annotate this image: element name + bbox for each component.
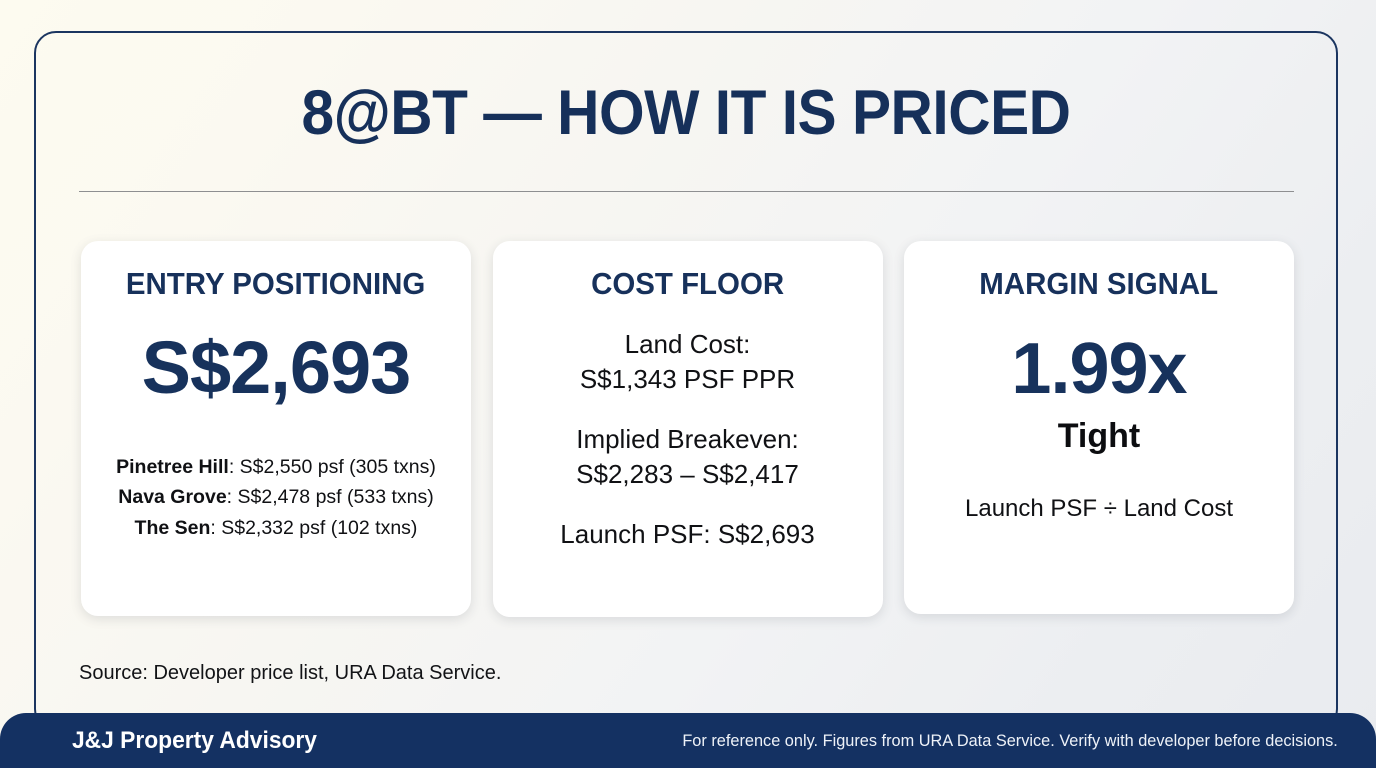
card-entry-heading: ENTRY POSITIONING <box>126 266 426 301</box>
title-divider <box>79 191 1294 192</box>
cost-row-launch-psf: Launch PSF: S$2,693 <box>560 517 814 552</box>
comparables-list: Pinetree Hill: S$2,550 psf (305 txns) Na… <box>116 452 436 543</box>
footer-disclaimer: For reference only. Figures from URA Dat… <box>682 730 1338 750</box>
comparable-detail: : S$2,550 psf (305 txns) <box>228 456 436 479</box>
cost-row-implied-breakeven: Implied Breakeven: S$2,283 – S$2,417 <box>560 422 814 491</box>
comparable-name: Pinetree Hill <box>116 456 229 479</box>
margin-ratio-label: Tight <box>1057 417 1141 456</box>
comparable-name: The Sen <box>134 516 211 539</box>
card-entry-headline-value: S$2,693 <box>141 326 412 410</box>
margin-ratio-value: 1.99x <box>1011 329 1187 410</box>
card-cost-floor: COST FLOOR Land Cost: S$1,343 PSF PPR Im… <box>492 241 883 617</box>
card-margin-heading: MARGIN SIGNAL <box>979 266 1219 301</box>
card-cost-heading: COST FLOOR <box>590 266 785 301</box>
metric-cards-row: ENTRY POSITIONING S$2,693 Pinetree Hill:… <box>81 241 1294 619</box>
page-title: 8@BT — HOW IT IS PRICED <box>301 78 1071 148</box>
cost-row-label: Implied Breakeven: <box>576 424 799 455</box>
list-item: Nava Grove: S$2,478 psf (533 txns) <box>116 482 436 512</box>
brand-name: J&J Property Advisory <box>72 726 317 754</box>
cost-row-label: Launch PSF: S$2,693 <box>560 519 815 550</box>
cost-row-land-cost: Land Cost: S$1,343 PSF PPR <box>560 327 814 396</box>
card-margin-signal: MARGIN SIGNAL 1.99x Tight Launch PSF ÷ L… <box>904 241 1294 614</box>
source-note: Source: Developer price list, URA Data S… <box>79 662 502 684</box>
cost-floor-rows: Land Cost: S$1,343 PSF PPR Implied Break… <box>560 327 814 552</box>
footer-bar: J&J Property Advisory For reference only… <box>0 713 1376 768</box>
comparable-detail: : S$2,332 psf (102 txns) <box>210 516 418 539</box>
cost-row-value: S$2,283 – S$2,417 <box>576 458 799 489</box>
comparable-name: Nava Grove <box>118 486 227 509</box>
card-entry-positioning: ENTRY POSITIONING S$2,693 Pinetree Hill:… <box>81 241 471 616</box>
cost-row-label: Land Cost: <box>624 329 751 360</box>
margin-formula: Launch PSF ÷ Land Cost <box>965 495 1233 523</box>
list-item: Pinetree Hill: S$2,550 psf (305 txns) <box>116 452 436 482</box>
list-item: The Sen: S$2,332 psf (102 txns) <box>116 513 436 543</box>
comparable-detail: : S$2,478 psf (533 txns) <box>226 486 434 509</box>
cost-row-value: S$1,343 PSF PPR <box>579 363 796 394</box>
